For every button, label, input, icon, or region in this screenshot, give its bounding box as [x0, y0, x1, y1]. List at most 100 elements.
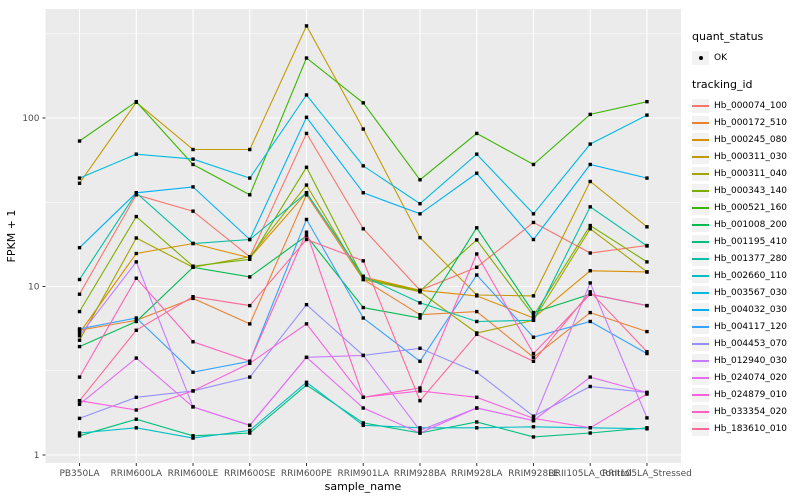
- line-swatch-icon: [692, 99, 709, 113]
- data-point: [304, 380, 309, 385]
- data-point: [248, 275, 252, 279]
- data-point: [531, 212, 536, 216]
- data-point: [191, 162, 195, 167]
- legend-item-label: Hb_012940_030: [714, 356, 788, 366]
- data-point: [588, 179, 592, 184]
- data-point: [191, 265, 195, 270]
- data-point: [77, 176, 82, 180]
- data-point: [304, 183, 309, 187]
- data-point: [588, 223, 592, 228]
- data-point: [588, 292, 592, 296]
- legend-item-Hb_024074_020: Hb_024074_020: [692, 370, 800, 386]
- data-point: [418, 212, 422, 216]
- line-swatch-icon: [692, 167, 709, 181]
- legend-item-label: Hb_000343_140: [714, 186, 788, 196]
- data-point: [531, 416, 536, 421]
- data-point: [134, 319, 138, 324]
- data-point: [77, 292, 82, 296]
- data-point: [645, 329, 649, 334]
- data-point: [475, 252, 479, 256]
- legend-item-label: Hb_024879_010: [714, 390, 788, 400]
- x-tick-label: RRIM600PE: [281, 469, 333, 479]
- data-point: [475, 171, 479, 175]
- data-point: [475, 238, 479, 242]
- data-point: [531, 310, 536, 315]
- line-swatch-icon: [692, 116, 709, 130]
- data-point: [248, 423, 252, 428]
- data-point: [134, 356, 138, 360]
- data-point: [588, 281, 592, 285]
- legend-item-label: Hb_004117_120: [714, 322, 788, 332]
- data-point: [77, 245, 82, 250]
- legend-item-Hb_024879_010: Hb_024879_010: [692, 387, 800, 403]
- data-point: [77, 402, 82, 406]
- data-point: [475, 293, 479, 297]
- legend-item-label: Hb_000074_100: [714, 101, 788, 111]
- data-point: [191, 340, 195, 344]
- data-point: [418, 235, 422, 240]
- data-point: [531, 435, 536, 439]
- legend-item-label: Hb_000311_040: [714, 169, 788, 179]
- data-point: [77, 331, 82, 335]
- data-point: [588, 227, 592, 231]
- data-point: [531, 220, 536, 225]
- data-point: [304, 193, 309, 197]
- data-point: [645, 350, 649, 354]
- legend-item-label: Hb_000521_160: [714, 203, 788, 213]
- data-point: [588, 426, 592, 430]
- data-point: [531, 418, 536, 423]
- data-point: [134, 193, 138, 197]
- data-point: [77, 338, 82, 342]
- legend-item-label: Hb_024074_020: [714, 373, 788, 383]
- data-point: [361, 276, 365, 280]
- line-swatch-icon: [692, 320, 709, 334]
- data-point: [191, 434, 195, 438]
- x-axis-title: sample_name: [325, 480, 402, 493]
- legend-item-Hb_012940_030: Hb_012940_030: [692, 353, 800, 369]
- data-point: [588, 431, 592, 435]
- legend-quant-status-title: quant_status: [692, 30, 764, 43]
- x-tick-label: RRII105LA_Control: [549, 469, 632, 479]
- y-tick-label: 10: [28, 283, 40, 293]
- line-swatch-icon: [692, 150, 709, 164]
- legend-item-label: Hb_000245_080: [714, 135, 788, 145]
- data-point: [475, 131, 479, 136]
- data-point: [304, 115, 309, 119]
- data-point: [248, 303, 252, 308]
- data-point: [304, 56, 309, 60]
- data-point: [134, 251, 138, 256]
- data-point: [588, 269, 592, 273]
- legend-tracking-id-title: tracking_id: [692, 78, 753, 91]
- data-point: [191, 389, 195, 393]
- legend-item-Hb_000074_100: Hb_000074_100: [692, 98, 800, 114]
- data-point: [531, 162, 536, 167]
- data-point: [248, 255, 252, 259]
- data-point: [645, 351, 649, 356]
- data-point: [475, 319, 479, 324]
- data-point: [645, 270, 649, 274]
- data-point: [134, 99, 138, 104]
- data-point: [134, 260, 138, 264]
- data-point: [588, 205, 592, 209]
- data-point: [134, 152, 138, 156]
- x-tick-label: RRIM600LE: [168, 469, 219, 479]
- data-point: [361, 423, 365, 428]
- line-swatch-icon: [692, 286, 709, 300]
- data-point: [645, 392, 649, 396]
- data-point: [418, 428, 422, 433]
- legend-item-label: Hb_000311_030: [714, 152, 788, 162]
- data-point: [588, 319, 592, 324]
- x-tick-label: RRIM600LA: [111, 469, 163, 479]
- data-point: [418, 431, 422, 435]
- data-point: [304, 237, 309, 242]
- data-point: [77, 334, 82, 338]
- data-point: [77, 434, 82, 438]
- data-point: [418, 399, 422, 403]
- data-point: [191, 185, 195, 189]
- data-point: [645, 260, 649, 264]
- x-tick-label: RRIM928LA: [451, 469, 503, 479]
- data-point: [191, 241, 195, 246]
- legend-item-ok: OK: [692, 50, 800, 66]
- data-point: [645, 303, 649, 308]
